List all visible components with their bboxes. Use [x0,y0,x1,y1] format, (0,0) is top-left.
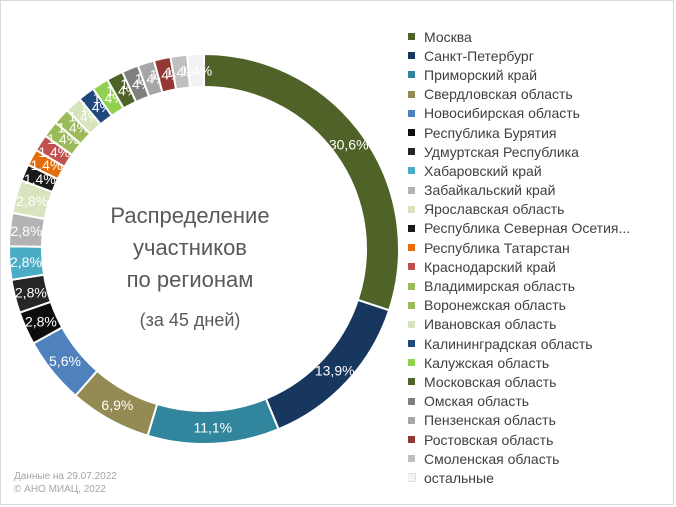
legend-item: Ивановская область [408,315,670,334]
legend-label: Калужская область [424,354,550,371]
legend-item: Ярославская область [408,200,670,219]
legend-swatch-icon [408,301,415,309]
pie-slice [186,52,205,89]
legend-item: Омская область [408,392,670,411]
legend-swatch-icon [408,359,415,367]
legend-swatch-icon [408,109,415,117]
legend-label: Краснодарский край [424,258,556,275]
legend-label: Московская область [424,373,557,390]
slice-label: 2,8% [10,254,42,270]
legend-item: Республика Северная Осетия... [408,219,670,238]
chart-title: Распределение участников по регионам [110,203,270,292]
legend-label: Республика Татарстан [424,239,570,256]
legend-label: Новосибирская область [424,105,580,122]
slice-label: 13,9% [315,363,355,379]
legend-label: Ивановская область [424,316,557,333]
footnote: Данные на 29.07.2022 © АНО МИАЦ, 2022 [14,471,117,495]
slice-label: 2,8% [25,314,57,330]
legend-item: Московская область [408,372,670,391]
legend-swatch-icon [408,205,415,213]
legend-swatch-icon [408,340,415,348]
chart-subtitle: (за 45 дней) [139,310,241,330]
legend-item: Санкт-Петербург [408,46,670,65]
legend-item: Новосибирская область [408,104,670,123]
legend-label: Республика Бурятия [424,124,557,141]
legend-label: Смоленская область [424,450,560,467]
legend-label: Санкт-Петербург [424,47,534,64]
legend-swatch-icon [408,378,415,386]
legend-label: Москва [424,28,472,45]
legend-swatch-icon [408,148,415,156]
legend-label: Воронежская область [424,297,566,314]
legend-item: Удмуртская Республика [408,142,670,161]
legend-swatch-icon [408,244,415,252]
legend-label: остальные [424,469,494,486]
legend-swatch-icon [408,52,415,60]
legend-swatch-icon [408,224,415,232]
legend-item: Ростовская область [408,430,670,449]
legend-label: Забайкальский край [424,182,556,199]
legend-swatch-icon [408,416,415,424]
slice-label: 6,9% [101,397,133,413]
slice-label: 30,6% [329,136,369,152]
legend-label: Ростовская область [424,431,554,448]
legend-item: Забайкальский край [408,181,670,200]
slice-label: 11,1% [193,419,232,435]
legend-swatch-icon [408,167,415,175]
legend-item: остальные [408,468,670,487]
legend-swatch-icon [408,473,416,483]
legend-label: Свердловская область [424,86,573,103]
legend-label: Удмуртская Республика [424,143,579,160]
legend-item: Республика Татарстан [408,238,670,257]
slice-label: 1,4% [180,63,212,79]
legend-item: Хабаровский край [408,161,670,180]
legend-item: Краснодарский край [408,257,670,276]
legend-swatch-icon [408,282,415,290]
legend-swatch-icon [408,263,415,271]
legend-swatch-icon [408,129,415,137]
legend-label: Приморский край [424,66,538,83]
legend-label: Омская область [424,393,530,410]
legend-swatch-icon [408,33,415,41]
chart-center-text: Распределение участников по регионам (за… [80,200,300,331]
legend-swatch-icon [408,436,415,444]
legend-item: Смоленская область [408,449,670,468]
legend-swatch-icon [408,320,415,328]
legend-item: Владимирская область [408,276,670,295]
slice-label: 2,8% [15,284,47,300]
legend-item: Воронежская область [408,296,670,315]
legend-swatch-icon [408,90,415,98]
slice-label: 2,8% [16,193,48,209]
legend-item: Пензенская область [408,411,670,430]
legend-label: Калининградская область [424,335,593,352]
slice-label: 2,8% [10,223,42,239]
chart-legend: Москва Санкт-Петербург Приморский край Свер… [408,27,670,488]
legend-item: Калужская область [408,353,670,372]
legend-swatch-icon [408,186,415,194]
legend-swatch-icon [408,397,415,405]
legend-swatch-icon [408,71,415,79]
legend-item: Свердловская область [408,85,670,104]
legend-item: Республика Бурятия [408,123,670,142]
legend-item: Приморский край [408,65,670,84]
legend-label: Пензенская область [424,412,556,429]
legend-label: Хабаровский край [424,162,542,179]
legend-label: Владимирская область [424,278,576,295]
legend-label: Республика Северная Осетия... [424,220,631,237]
legend-swatch-icon [408,455,415,463]
legend-item: Калининградская область [408,334,670,353]
legend-item: Москва [408,27,670,46]
legend-label: Ярославская область [424,201,565,218]
slice-label: 5,6% [49,353,81,369]
